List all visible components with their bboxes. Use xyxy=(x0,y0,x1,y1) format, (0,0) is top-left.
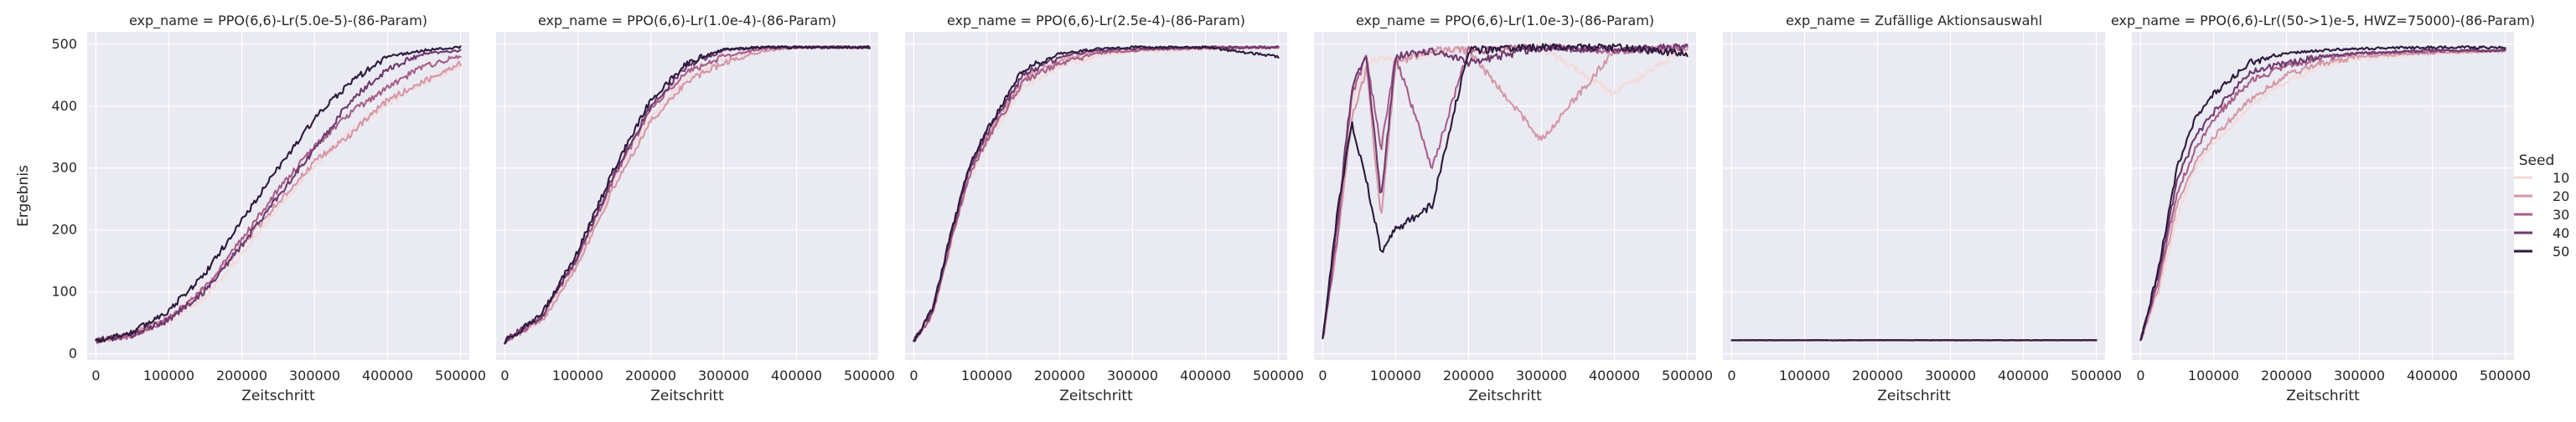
panel-4-title: exp_name = PPO(6,6)-Lr(1.0e-3)-(86-Param… xyxy=(1356,13,1654,29)
x-tick-label: 300000 xyxy=(289,368,340,383)
series-40-line xyxy=(95,49,462,343)
chart-panel-5: 0 100000 200000 300000 400000 500000 exp_name … xyxy=(1723,13,2122,404)
x-tick-label: 0 xyxy=(500,368,509,383)
panel-3-title: exp_name = PPO(6,6)-Lr(2.5e-4)-(86-Param… xyxy=(947,13,1245,29)
series-40-line xyxy=(2139,48,2506,342)
x-tick-label: 200000 xyxy=(625,368,676,383)
x-tick-label: 200000 xyxy=(1443,368,1494,383)
x-tick-label: 0 xyxy=(909,368,918,383)
x-tick-label: 500000 xyxy=(2480,368,2531,383)
x-tick-label: 500000 xyxy=(1253,368,1304,383)
x-axis-label: Zeitschritt xyxy=(1468,388,1542,404)
legend-label: 50 xyxy=(2553,244,2569,260)
chart-panel-6: 0 100000 200000 300000 400000 500000 exp_name … xyxy=(2111,13,2535,404)
series-50-line xyxy=(504,44,871,345)
series-50-line xyxy=(2139,44,2506,342)
x-tick-label: 100000 xyxy=(2188,368,2239,383)
series-30-line xyxy=(95,54,462,345)
panel-2-title: exp_name = PPO(6,6)-Lr(1.0e-4)-(86-Param… xyxy=(538,13,836,29)
series-50-line xyxy=(1322,43,1689,339)
x-axis-label: Zeitschritt xyxy=(2286,388,2360,404)
x-tick-label: 200000 xyxy=(216,368,267,383)
x-tick-label: 100000 xyxy=(143,368,194,383)
x-axis-label: Zeitschritt xyxy=(241,388,315,404)
x-tick-label: 400000 xyxy=(771,368,822,383)
y-axis-label: Ergebnis xyxy=(15,165,32,227)
x-tick-label: 100000 xyxy=(1370,368,1421,383)
series-50-line xyxy=(1730,338,2098,342)
y-tick-label: 0 xyxy=(69,346,77,362)
y-tick-label: 100 xyxy=(51,284,77,300)
x-axis-label: Zeitschritt xyxy=(1877,388,1951,404)
x-axis-label: Zeitschritt xyxy=(650,388,724,404)
x-tick-label: 300000 xyxy=(1925,368,1976,383)
y-tick-label: 400 xyxy=(51,98,77,114)
chart-panel-1: 0 100000 200000 300000 400000 500000 0 100 200 30… xyxy=(15,13,486,404)
x-tick-label: 500000 xyxy=(1662,368,1713,383)
series-50-line xyxy=(913,45,1280,342)
x-tick-label: 400000 xyxy=(1589,368,1640,383)
chart-panel-2: 0 100000 200000 300000 400000 500000 exp_name … xyxy=(496,13,895,404)
x-tick-label: 300000 xyxy=(2334,368,2385,383)
x-tick-label: 0 xyxy=(91,368,100,383)
y-tick-label: 500 xyxy=(51,36,77,52)
x-tick-label: 100000 xyxy=(961,368,1012,383)
plot-background xyxy=(905,32,1287,360)
legend-label: 10 xyxy=(2553,170,2569,186)
x-tick-label: 0 xyxy=(2136,368,2144,383)
series-50-line xyxy=(95,45,462,343)
x-tick-label: 300000 xyxy=(1107,368,1158,383)
x-tick-label: 200000 xyxy=(1852,368,1903,383)
x-tick-label: 0 xyxy=(1727,368,1735,383)
plot-background xyxy=(496,32,878,360)
y-tick-label: 300 xyxy=(51,160,77,176)
x-tick-label: 400000 xyxy=(2407,368,2458,383)
legend-title: Seed xyxy=(2519,152,2555,169)
x-tick-label: 0 xyxy=(1318,368,1327,383)
legend-label: 30 xyxy=(2553,207,2569,223)
x-tick-label: 500000 xyxy=(844,368,895,383)
x-tick-label: 500000 xyxy=(435,368,486,383)
series-20-line xyxy=(95,60,462,343)
x-tick-label: 400000 xyxy=(1998,368,2049,383)
y-tick-label: 200 xyxy=(51,222,77,238)
x-axis-label: Zeitschritt xyxy=(1059,388,1133,404)
plot-background xyxy=(1723,32,2105,360)
panel-1-title: exp_name = PPO(6,6)-Lr(5.0e-5)-(86-Param… xyxy=(129,13,427,29)
x-tick-label: 300000 xyxy=(698,368,749,383)
legend-label: 20 xyxy=(2553,188,2569,204)
panel-6-title: exp_name = PPO(6,6)-Lr((50->1)e-5, HWZ=7… xyxy=(2111,13,2535,29)
legend-label: 40 xyxy=(2553,225,2569,241)
plot-background xyxy=(2132,32,2514,360)
chart-panel-3: 0 100000 200000 300000 400000 500000 exp_name … xyxy=(905,13,1304,404)
x-tick-label: 400000 xyxy=(362,368,413,383)
x-tick-label: 500000 xyxy=(2071,368,2122,383)
x-tick-label: 300000 xyxy=(1516,368,1567,383)
x-tick-label: 100000 xyxy=(552,368,603,383)
x-tick-label: 100000 xyxy=(1779,368,1830,383)
chart-panel-4: 0 100000 200000 300000 400000 500000 exp_name … xyxy=(1314,13,1713,404)
x-tick-label: 400000 xyxy=(1180,368,1231,383)
x-tick-label: 200000 xyxy=(2261,368,2312,383)
panel-5-title: exp_name = Zufällige Aktionsauswahl xyxy=(1786,13,2042,29)
x-tick-label: 200000 xyxy=(1034,368,1085,383)
plot-background xyxy=(1314,32,1696,360)
